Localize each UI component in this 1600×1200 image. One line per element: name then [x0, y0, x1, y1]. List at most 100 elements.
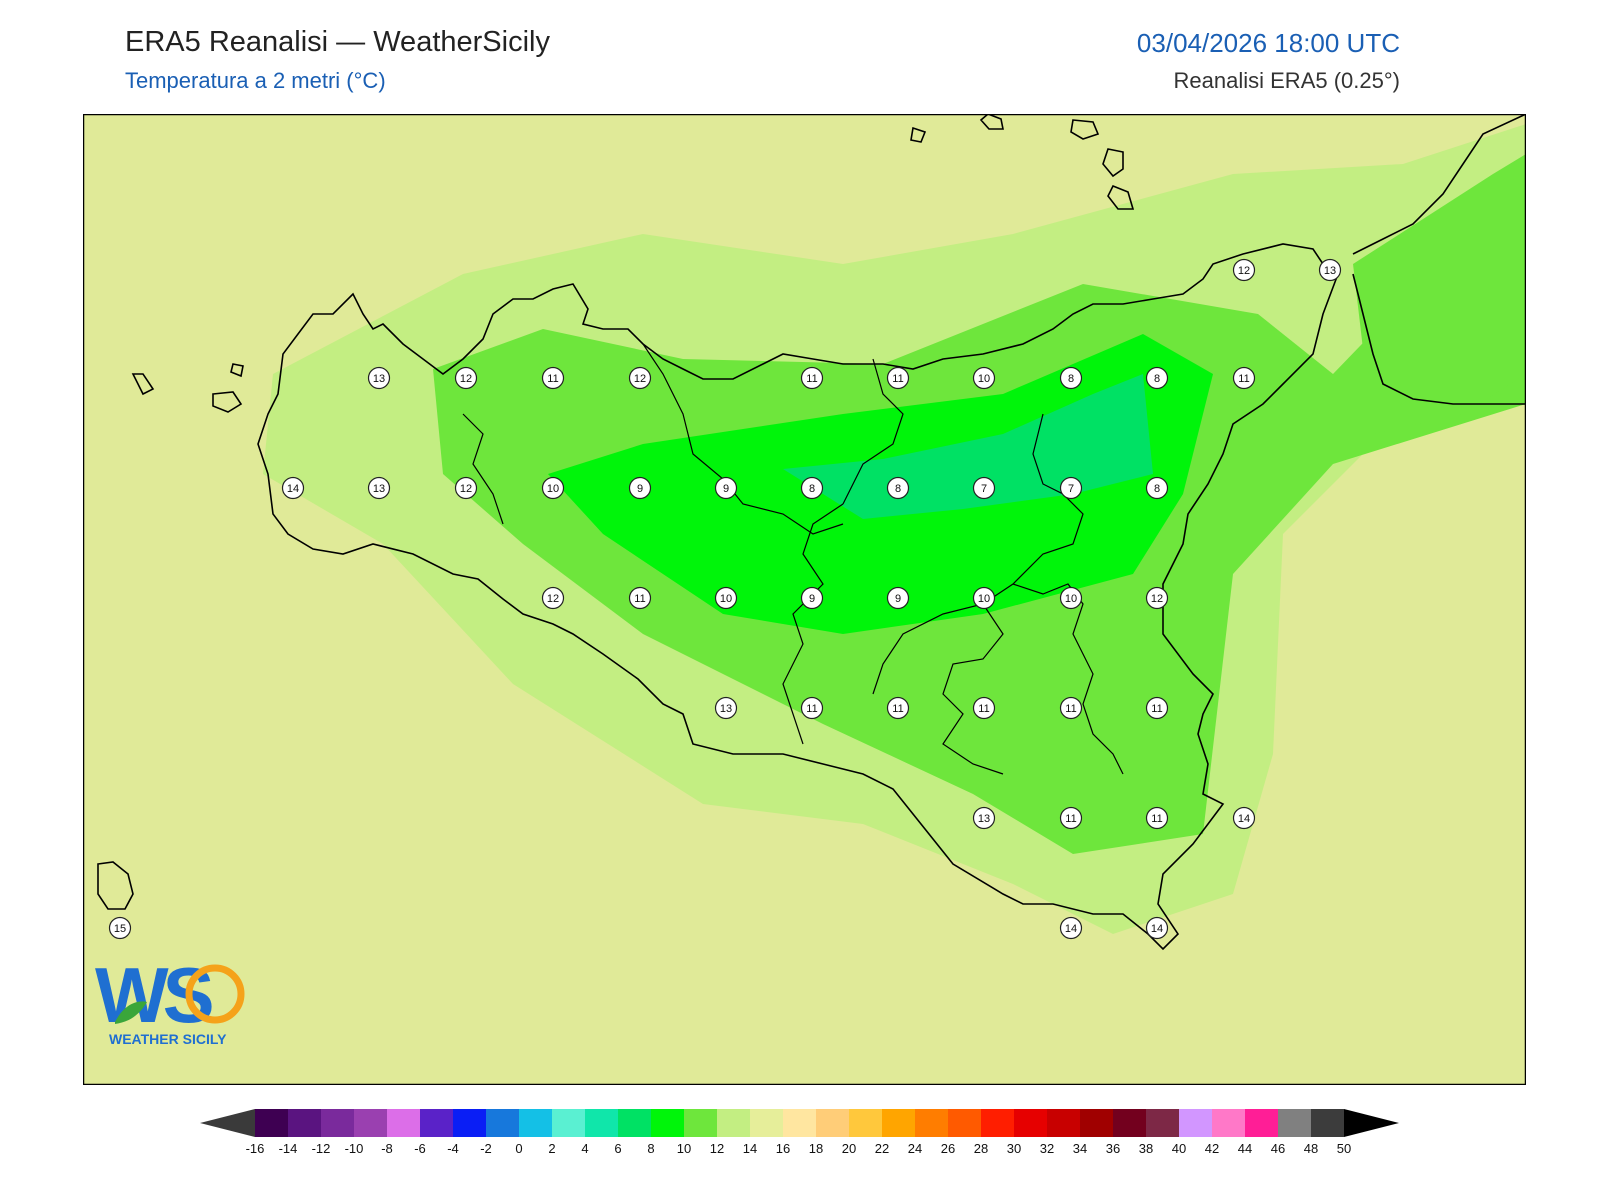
- station-value: 13: [1324, 265, 1336, 277]
- colorbar-box: [717, 1109, 750, 1137]
- colorbar-tick-label: 44: [1238, 1141, 1252, 1156]
- station-value: 11: [1065, 813, 1076, 825]
- colorbar-tick-label: 38: [1139, 1141, 1153, 1156]
- temperature-map: 13 12 11 12 11 11 10 8 8 1114 13 12 10 9 9 8 8 7 7 812 11 10 9…: [83, 114, 1526, 1085]
- colorbar-box: [354, 1109, 387, 1137]
- colorbar-tick-label: 24: [908, 1141, 922, 1156]
- station-value: 11: [892, 703, 903, 715]
- station-value: 10: [978, 373, 990, 385]
- map-title: ERA5 Reanalisi — WeatherSicily: [125, 26, 550, 59]
- colorbar-tick-label: 22: [875, 1141, 889, 1156]
- station-marker: 10: [543, 478, 564, 499]
- station-value: 10: [1065, 593, 1077, 605]
- station-value: 8: [895, 483, 901, 495]
- colorbar-tick-label: 12: [710, 1141, 724, 1156]
- station-value: 13: [373, 373, 385, 385]
- station-marker: 11: [630, 588, 651, 609]
- colorbar-tick-label: -12: [312, 1141, 331, 1156]
- colorbar-box: [288, 1109, 321, 1137]
- station-marker: 13: [369, 368, 390, 389]
- colorbar-box: [651, 1109, 684, 1137]
- colorbar-under-arrow: [200, 1109, 255, 1137]
- station-marker: 13: [369, 478, 390, 499]
- station-marker: 13: [716, 698, 737, 719]
- colorbar-box: [1146, 1109, 1179, 1137]
- colorbar-tick-label: 42: [1205, 1141, 1219, 1156]
- colorbar-tick-label: 18: [809, 1141, 823, 1156]
- station-marker: 15: [110, 918, 131, 939]
- colorbar-tick-label: 50: [1337, 1141, 1351, 1156]
- station-value: 9: [895, 593, 901, 605]
- station-value: 8: [1068, 373, 1074, 385]
- colorbar-box: [486, 1109, 519, 1137]
- station-marker: 13: [1320, 260, 1341, 281]
- station-value: 12: [1238, 265, 1250, 277]
- station-value: 14: [1151, 923, 1163, 935]
- logo-ws-text: WS: [95, 951, 212, 1039]
- colorbar-box: [255, 1109, 288, 1137]
- colorbar-tick-label: 2: [548, 1141, 555, 1156]
- colorbar-box: [882, 1109, 915, 1137]
- colorbar-tick-label: 10: [677, 1141, 691, 1156]
- colorbar-box: [519, 1109, 552, 1137]
- station-marker: 9: [630, 478, 651, 499]
- station-value: 11: [806, 703, 817, 715]
- colorbar-tick-label: -10: [345, 1141, 364, 1156]
- colorbar-box: [420, 1109, 453, 1137]
- colorbar-box: [849, 1109, 882, 1137]
- station-marker: 8: [888, 478, 909, 499]
- colorbar-box: [387, 1109, 420, 1137]
- station-marker: 14: [1061, 918, 1082, 939]
- station-value: 13: [373, 483, 385, 495]
- station-value: 9: [723, 483, 729, 495]
- station-value: 8: [809, 483, 815, 495]
- colorbar-boxes: [200, 1109, 1399, 1137]
- colorbar-box: [1014, 1109, 1047, 1137]
- colorbar-tick-label: 34: [1073, 1141, 1087, 1156]
- colorbar-tick-label: 20: [842, 1141, 856, 1156]
- colorbar-tick-label: 6: [614, 1141, 621, 1156]
- colorbar-box: [783, 1109, 816, 1137]
- colorbar-box: [1212, 1109, 1245, 1137]
- map-subtitle: Temperatura a 2 metri (°C): [125, 68, 386, 94]
- station-value: 9: [637, 483, 643, 495]
- station-marker: 14: [283, 478, 304, 499]
- station-marker: 8: [1061, 368, 1082, 389]
- station-value: 11: [634, 593, 645, 605]
- station-marker: 9: [802, 588, 823, 609]
- station-marker: 12: [543, 588, 564, 609]
- colorbar-tick-labels: -16 -14 -12 -10 -8 -6 -4 -2 0 2 4 6 8 10 12 14 16 18 20 22 2…: [246, 1141, 1352, 1156]
- colorbar-tick-label: 40: [1172, 1141, 1186, 1156]
- station-marker: 11: [1147, 698, 1168, 719]
- station-marker: 12: [1234, 260, 1255, 281]
- station-marker: 11: [888, 368, 909, 389]
- colorbar-tick-label: -16: [246, 1141, 265, 1156]
- station-marker: 12: [630, 368, 651, 389]
- station-value: 9: [809, 593, 815, 605]
- colorbar-box: [750, 1109, 783, 1137]
- station-value: 7: [981, 483, 987, 495]
- station-marker: 10: [974, 588, 995, 609]
- station-value: 8: [1154, 483, 1160, 495]
- station-marker: 7: [974, 478, 995, 499]
- colorbar-box: [585, 1109, 618, 1137]
- colorbar-box: [1080, 1109, 1113, 1137]
- station-marker: 11: [802, 368, 823, 389]
- colorbar-box: [552, 1109, 585, 1137]
- station-value: 12: [634, 373, 646, 385]
- colorbar-tick-label: 46: [1271, 1141, 1285, 1156]
- station-value: 15: [114, 923, 126, 935]
- station-value: 10: [720, 593, 732, 605]
- station-marker: 11: [1234, 368, 1255, 389]
- station-value: 11: [1151, 703, 1162, 715]
- colorbar-tick-label: 4: [581, 1141, 588, 1156]
- colorbar-box: [453, 1109, 486, 1137]
- station-marker: 11: [543, 368, 564, 389]
- colorbar-box: [1113, 1109, 1146, 1137]
- colorbar-tick-label: -6: [414, 1141, 426, 1156]
- station-value: 10: [978, 593, 990, 605]
- station-marker: 8: [1147, 478, 1168, 499]
- colorbar-tick-label: 8: [647, 1141, 654, 1156]
- station-value: 8: [1154, 373, 1160, 385]
- colorbar-box: [684, 1109, 717, 1137]
